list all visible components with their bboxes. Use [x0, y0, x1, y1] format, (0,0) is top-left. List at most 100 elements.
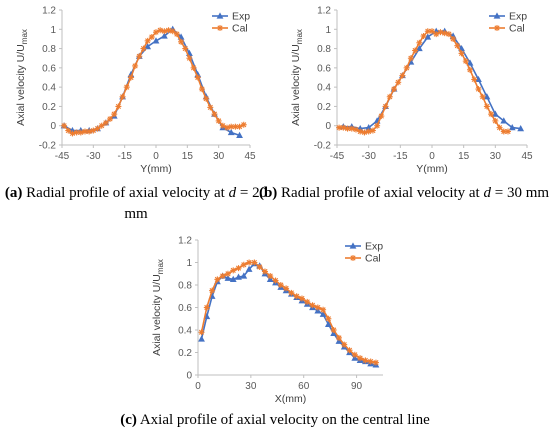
exp-point: [475, 75, 482, 83]
cal-point: [182, 45, 189, 52]
cal-point: [416, 39, 423, 46]
cal-point: [429, 28, 435, 35]
y-tick-label: 0: [325, 121, 331, 132]
legend-label-cal: Cal: [232, 23, 248, 35]
legend-marker-exp: [216, 12, 224, 19]
legend-label-exp: Exp: [509, 11, 527, 23]
caption-c-text: Axial profile of axial velocity on the c…: [136, 412, 430, 428]
cal-point: [230, 267, 237, 274]
cal-point: [336, 124, 343, 131]
y-tick-label: 0.2: [317, 102, 331, 113]
cal-point: [65, 127, 72, 134]
legend-marker-cal: [217, 25, 223, 31]
cal-point: [403, 64, 410, 71]
cal-point: [198, 329, 205, 336]
cal-point: [203, 304, 210, 311]
exp-point: [152, 37, 160, 44]
cal-point: [395, 79, 402, 86]
cal-point: [471, 76, 478, 83]
cal-point: [357, 355, 364, 362]
exp-point: [240, 272, 248, 279]
cal-point: [214, 276, 221, 283]
exp-point: [235, 273, 242, 280]
cal-point: [190, 64, 197, 71]
x-tick-label: 60: [298, 381, 310, 392]
cal-point: [382, 103, 389, 110]
cal-point: [437, 29, 444, 36]
cal-point: [361, 129, 368, 136]
y-tick-label: 0.8: [317, 44, 331, 55]
y-tick-label: 1: [186, 258, 192, 269]
cal-point: [148, 34, 155, 40]
legend-marker-exp: [493, 12, 501, 19]
caption-b-var: d: [483, 185, 491, 201]
x-tick-label: -45: [55, 151, 70, 162]
x-tick-label: 0: [195, 381, 201, 392]
chart-b: -0.2 0 0.2 0.4 0.6 0.8 1 1.2 -45 -30 -15 0 15 30 45 Y(m…: [290, 6, 533, 176]
cal-point: [391, 86, 397, 93]
y-tick-label: 0.4: [317, 83, 331, 94]
cal-point: [483, 103, 490, 110]
cal-point: [61, 122, 68, 129]
y-tick-label: -0.2: [39, 141, 57, 152]
cal-point: [288, 289, 295, 296]
caption-a-var: d: [228, 185, 237, 201]
cal-point: [309, 302, 316, 309]
cal-point: [140, 45, 147, 52]
cal-point: [219, 273, 226, 279]
x-tick-label: 30: [213, 151, 225, 162]
caption-a-label: (a): [4, 185, 23, 201]
caption-a-tail: = 20 mm: [124, 185, 268, 222]
exp-point: [415, 44, 423, 52]
legend-label-exp: Exp: [232, 11, 250, 23]
cal-point: [386, 93, 393, 100]
cal-point: [277, 282, 284, 288]
legend-label-cal: Cal: [509, 23, 525, 35]
y-tick-label: 0.2: [42, 102, 56, 113]
cal-point: [351, 351, 358, 358]
cal-point: [454, 42, 461, 49]
exp-point: [483, 93, 491, 100]
cal-point: [399, 72, 406, 79]
cal-point: [157, 27, 164, 34]
cal-point: [132, 62, 139, 69]
series-line-cal: [339, 30, 508, 134]
cal-point: [261, 268, 268, 275]
y-tick-label: 0.6: [42, 63, 56, 74]
cal-point: [348, 125, 355, 132]
cal-point: [198, 86, 205, 93]
caption-b-text: Radial profile of axial velocity at: [277, 185, 484, 201]
cal-point: [115, 103, 122, 110]
cal-point: [123, 84, 130, 91]
cal-point: [320, 306, 327, 313]
legend-marker-exp: [349, 242, 357, 249]
x-axis-title: Y(mm): [140, 163, 172, 175]
x-tick-label: 15: [458, 151, 470, 162]
legend-label-exp: Exp: [365, 241, 383, 253]
cal-point: [492, 117, 499, 124]
cal-point: [119, 93, 126, 100]
cal-point: [420, 33, 427, 40]
caption-c-label: (c): [120, 412, 137, 428]
cal-point: [298, 295, 305, 302]
cal-point: [102, 119, 109, 126]
cal-point: [293, 293, 300, 300]
cal-point: [479, 93, 486, 100]
x-tick-label: 45: [521, 151, 533, 162]
x-tick-label: 0: [429, 151, 435, 162]
cal-point: [467, 66, 473, 73]
caption-b-tail: = 30 mm: [490, 185, 550, 201]
x-tick-label: 45: [244, 151, 256, 162]
x-tick-label: -30: [86, 151, 101, 162]
x-axis-title: X(mm): [275, 393, 307, 405]
y-axis-title-main: Axial velocity U/U: [15, 44, 27, 126]
cal-point: [161, 28, 168, 35]
x-tick-label: -45: [330, 151, 345, 162]
x-tick-label: -15: [117, 151, 132, 162]
cal-point: [256, 264, 263, 270]
y-tick-label: 1: [50, 25, 56, 36]
series-line-cal: [200, 261, 377, 364]
x-tick-label: 90: [351, 381, 363, 392]
cal-point: [127, 74, 134, 81]
